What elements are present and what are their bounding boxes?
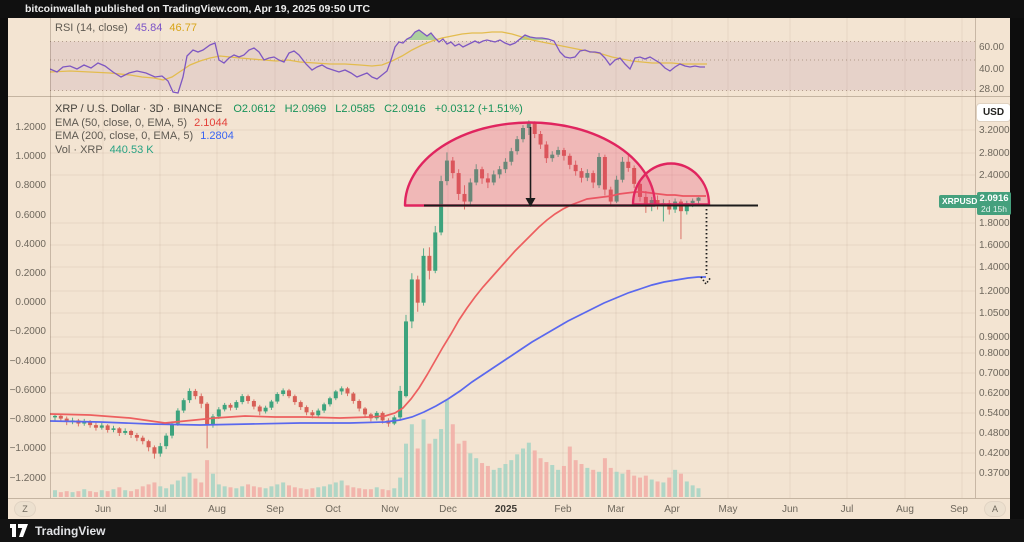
price-axis-label: 3.2000: [979, 125, 1010, 136]
tradingview-brand-link[interactable]: TradingView: [35, 523, 106, 538]
time-axis-label: May: [718, 504, 738, 515]
time-axis-label: Jul: [840, 504, 854, 515]
ohlc-close: C2.0916: [384, 103, 426, 115]
price-axis-label: 2.4000: [979, 170, 1010, 181]
attribution-bar: bitcoinwallah published on TradingView.c…: [0, 0, 1024, 18]
symbol-title: XRP / U.S. Dollar · 3D · BINANCE: [55, 103, 223, 115]
rsi-value: 45.84: [134, 22, 163, 34]
volume-value: 440.53 K: [109, 143, 154, 156]
left-axis-label: 1.0000: [15, 151, 46, 162]
tradingview-logo-icon: [10, 524, 28, 537]
timezone-button[interactable]: Z: [15, 502, 35, 516]
time-axis-label: 2025: [494, 504, 518, 515]
left-axis-label: 0.0000: [15, 297, 46, 308]
attribution-text: bitcoinwallah published on TradingView.c…: [25, 3, 371, 15]
time-axis-label: Sep: [266, 504, 284, 515]
ema200-legend-row[interactable]: EMA (200, close, 0, EMA, 5) 1.2804: [55, 130, 529, 144]
ema50-label: EMA (50, close, 0, EMA, 5): [55, 116, 188, 129]
chart-content-area: [8, 18, 1010, 519]
time-axis-label: Jun: [94, 504, 112, 515]
left-axis-label: 0.4000: [15, 239, 46, 250]
time-axis-label: Apr: [664, 504, 680, 515]
last-price: 2.0916: [979, 193, 1009, 204]
ema200-value: 1.2804: [200, 130, 234, 142]
left-axis-label: −0.2000: [9, 326, 46, 337]
rsi-legend-label: RSI (14, close): [55, 22, 128, 34]
currency-toggle-button[interactable]: USD: [977, 104, 1010, 121]
price-axis-label: 0.5400: [979, 408, 1010, 419]
plot-left-border: [50, 18, 51, 498]
volume-legend-row[interactable]: Vol · XRP 440.53 K: [55, 144, 529, 158]
left-axis-label: −0.8000: [9, 414, 46, 425]
price-axis-label: 2.8000: [979, 148, 1010, 159]
ohlc-high: H2.0969: [284, 103, 327, 115]
volume-label: Vol · XRP: [55, 143, 103, 156]
left-axis-label: −1.2000: [9, 473, 46, 484]
footer-bar: TradingView: [0, 519, 1024, 542]
time-axis-separator: [8, 498, 1010, 499]
ohlc-low: L2.0585: [335, 103, 376, 115]
left-axis-label: −0.4000: [9, 356, 46, 367]
rsi-signal-value: 46.77: [169, 22, 197, 34]
time-axis-label: Nov: [381, 504, 399, 515]
price-axis-label: 1.4000: [979, 262, 1010, 273]
price-pane-canvas[interactable]: [50, 97, 975, 498]
ohlc-change: +0.0312 (+1.51%): [434, 103, 523, 115]
ema200-label: EMA (200, close, 0, EMA, 5): [55, 130, 194, 142]
price-axis-label: 0.8000: [979, 348, 1010, 359]
rsi-axis-label: 28.00: [979, 84, 1005, 95]
rsi-axis-label: 40.00: [979, 64, 1005, 75]
symbol-title-row[interactable]: XRP / U.S. Dollar · 3D · BINANCE O2.0612…: [55, 103, 529, 117]
symbol-legend[interactable]: XRP / U.S. Dollar · 3D · BINANCE O2.0612…: [55, 103, 529, 157]
left-axis-label: 0.2000: [15, 268, 46, 279]
plot-right-border: [975, 18, 976, 498]
price-axis-label: 0.4200: [979, 448, 1010, 459]
price-axis-label: 0.7000: [979, 368, 1010, 379]
price-axis-label: 1.8000: [979, 218, 1010, 229]
left-axis-label: −0.6000: [9, 385, 46, 396]
symbol-price-label: XRPUSD: [939, 195, 981, 208]
auto-scale-button[interactable]: A: [985, 502, 1005, 516]
price-axis-label: 1.0500: [979, 308, 1010, 319]
time-axis-label: Feb: [554, 504, 572, 515]
time-axis-label: Mar: [607, 504, 625, 515]
left-axis-label: 0.6000: [15, 210, 46, 221]
price-axis-label: 0.4800: [979, 428, 1010, 439]
price-axis-label: 0.6200: [979, 388, 1010, 399]
left-axis-label: 1.2000: [15, 122, 46, 133]
time-axis-label: Aug: [896, 504, 914, 515]
rsi-pane-canvas[interactable]: [50, 18, 975, 96]
bar-countdown: 2d 15h: [981, 204, 1007, 214]
time-axis-label: Sep: [950, 504, 968, 515]
time-axis-label: Jul: [153, 504, 167, 515]
pane-separator[interactable]: [8, 96, 1010, 97]
ema50-legend-row[interactable]: EMA (50, close, 0, EMA, 5) 2.1044: [55, 117, 529, 131]
price-axis-label: 1.6000: [979, 240, 1010, 251]
time-axis-label: Oct: [325, 504, 341, 515]
price-axis-label: 0.9000: [979, 332, 1010, 343]
ema50-value: 2.1044: [194, 116, 228, 129]
time-axis-label: Jun: [781, 504, 799, 515]
time-axis-label: Dec: [439, 504, 457, 515]
left-axis-label: 0.8000: [15, 180, 46, 191]
price-axis-label: 1.2000: [979, 286, 1010, 297]
rsi-axis-label: 60.00: [979, 42, 1005, 53]
rsi-legend[interactable]: RSI (14, close) 45.84 46.77: [55, 22, 197, 36]
time-axis-label: Aug: [208, 504, 226, 515]
last-price-badge: 2.0916 2d 15h: [977, 192, 1011, 215]
ohlc-open: O2.0612: [233, 103, 276, 115]
left-axis-label: −1.0000: [9, 443, 46, 454]
price-axis-label: 0.3700: [979, 468, 1010, 479]
